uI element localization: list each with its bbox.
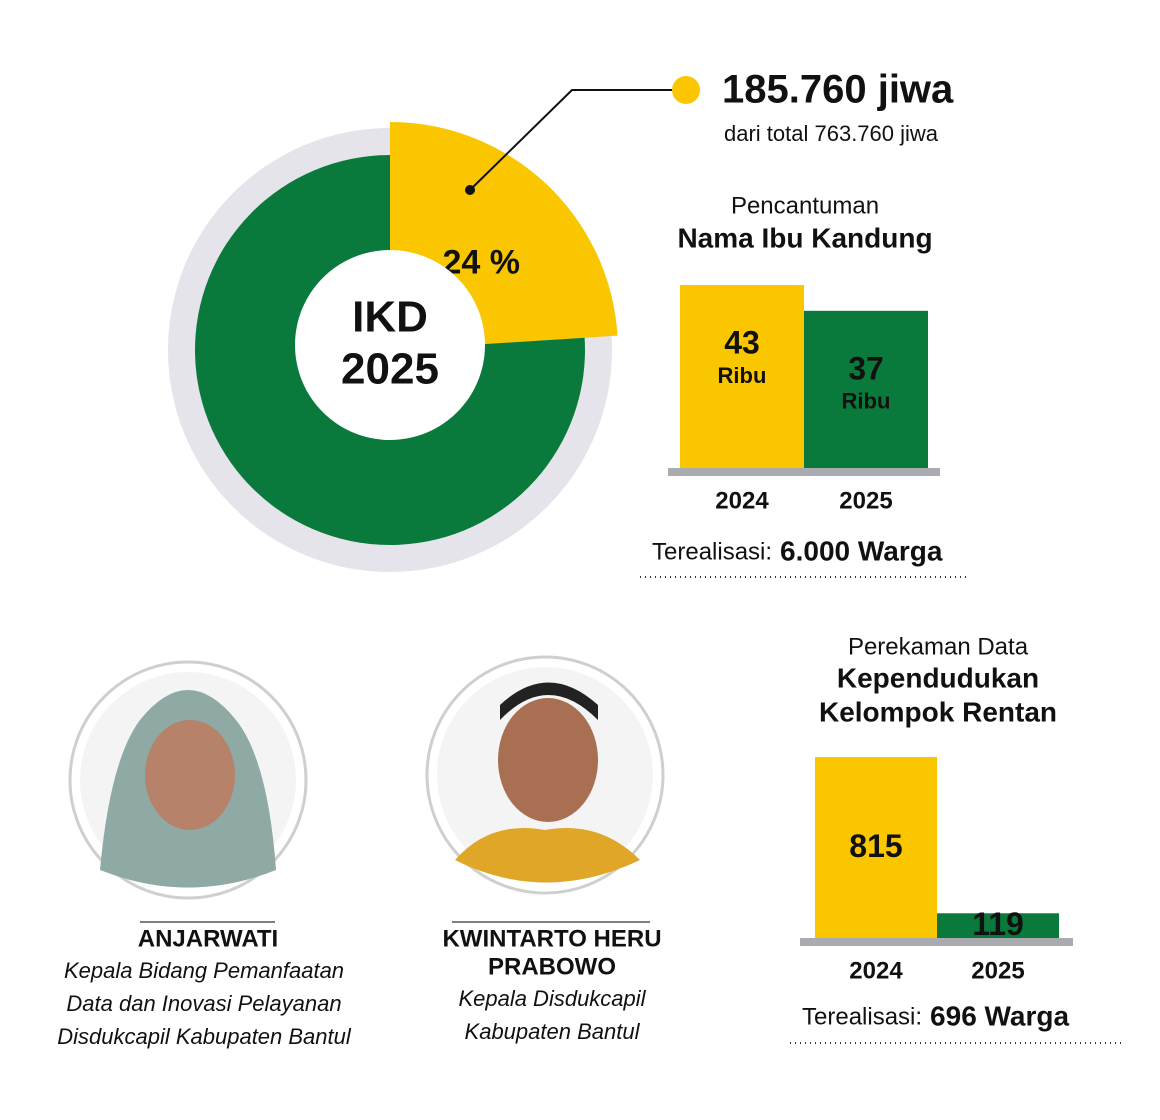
callout-line <box>469 89 672 191</box>
bar-value: 119 <box>972 906 1024 942</box>
callout-dot <box>465 185 475 195</box>
bar <box>804 310 928 470</box>
chart-title: Kependudukan <box>837 662 1039 693</box>
bar <box>815 757 937 940</box>
callout-marker <box>672 76 700 104</box>
callout-value: 185.760 jiwa <box>722 68 954 112</box>
callout-note: dari total 763.760 jiwa <box>724 121 939 146</box>
bar <box>680 285 804 470</box>
chart-subtitle: Perekaman Data <box>848 633 1029 660</box>
slice-label: 24 % <box>443 243 521 281</box>
photo-1 <box>68 660 308 900</box>
x-tick-label: 2025 <box>971 957 1024 984</box>
person-name: PRABOWO <box>488 953 616 980</box>
person-role: Disdukcapil Kabupaten Bantul <box>57 1024 352 1049</box>
person-role: Kepala Disdukcapil <box>458 986 646 1011</box>
note-label: Terealisasi: <box>802 1003 922 1030</box>
center-text: IKD <box>352 293 428 342</box>
note-value: 6.000 Warga <box>780 535 943 566</box>
person-role: Kepala Bidang Pemanfaatan <box>64 958 344 983</box>
note-label: Terealisasi: <box>652 538 772 565</box>
bar-value: 815 <box>849 828 902 864</box>
baseline <box>668 468 940 476</box>
chart-subtitle: Pencantuman <box>731 192 879 219</box>
chart-title: Kelompok Rentan <box>819 696 1057 727</box>
bar <box>937 913 1059 940</box>
note-value: 696 Warga <box>930 1000 1069 1031</box>
x-tick-label: 2024 <box>715 487 769 514</box>
chart-title: Nama Ibu Kandung <box>677 222 932 253</box>
bar-value: 43 <box>724 324 760 360</box>
photo-2 <box>425 655 665 895</box>
person-name: ANJARWATI <box>138 925 278 952</box>
bar-value: 37 <box>848 350 884 386</box>
person-role: Kabupaten Bantul <box>465 1019 641 1044</box>
x-tick-label: 2025 <box>839 487 892 514</box>
person-name: KWINTARTO HERU <box>442 925 661 952</box>
person-role: Data dan Inovasi Pelayanan <box>66 991 341 1016</box>
center-text: 2025 <box>341 345 439 394</box>
x-tick-label: 2024 <box>849 957 903 984</box>
donut-hole <box>295 250 485 440</box>
baseline <box>800 938 1073 946</box>
bar-unit: Ribu <box>718 363 767 388</box>
bar-unit: Ribu <box>842 389 891 414</box>
